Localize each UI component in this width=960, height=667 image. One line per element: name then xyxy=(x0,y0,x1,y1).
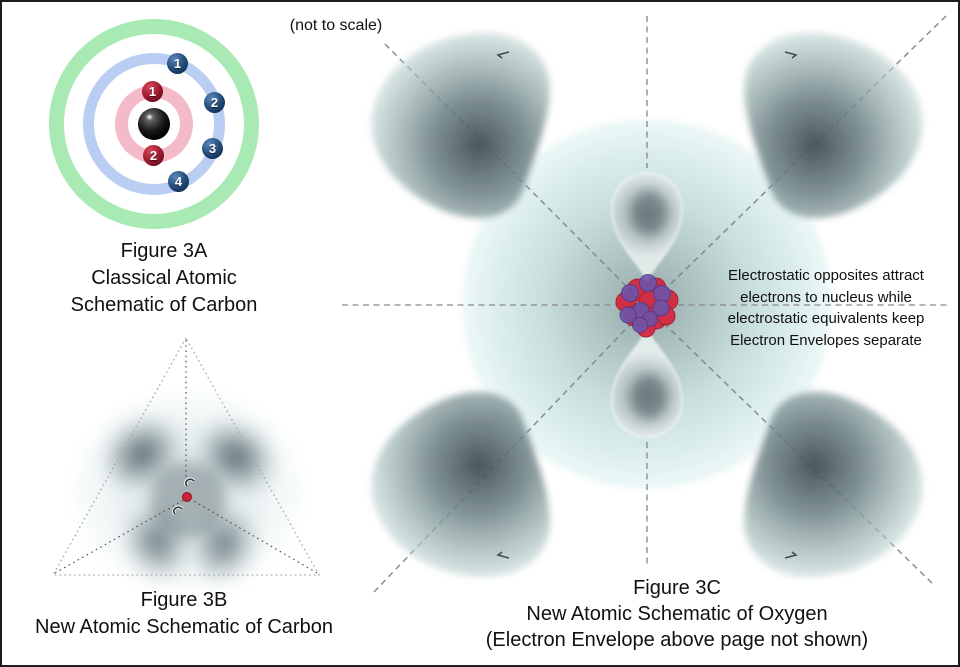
not-to-scale-note: (not to scale) xyxy=(289,17,383,34)
annotation-line3: electrostatic equivalents keep xyxy=(727,310,925,327)
middle-shell-ring-blue xyxy=(83,53,225,195)
annotation-line2: electrons to nucleus while xyxy=(740,288,912,306)
figure3a-caption-line1: Figure 3A xyxy=(120,240,208,262)
oxygen-nucleus xyxy=(615,274,679,338)
tetrahedron-internal-edges xyxy=(54,340,318,574)
electron-outer-2: 2 xyxy=(204,92,225,113)
figure3c-caption-line3: (Electron Envelope above page not shown) xyxy=(485,629,869,651)
figure3c-caption-line2: New Atomic Schematic of Oxygen xyxy=(526,603,828,625)
carbon-electron-cloud xyxy=(64,382,312,598)
annotation-line1: Electrostatic opposites attract xyxy=(728,267,924,284)
electrostatic-annotation: Electrostatic opposites attract electron… xyxy=(703,265,949,351)
electron-inner-1: 1 xyxy=(142,81,163,102)
tetrahedron-outline xyxy=(51,336,321,576)
electron-inner-2: 2 xyxy=(143,145,164,166)
electron-outer-3: 3 xyxy=(202,138,223,159)
figure3a-caption-line3: Schematic of Carbon xyxy=(70,294,258,316)
dashed-diagonal-ne xyxy=(646,15,947,308)
figure3b-caption-line2: New Atomic Schematic of Carbon xyxy=(35,616,333,638)
dashed-diagonal-nw xyxy=(384,43,648,308)
figure3c-caption-line1: Figure 3C xyxy=(633,577,721,599)
figure3c-oxygen-schematic xyxy=(342,15,950,593)
figure3c-caption: Figure 3C New Atomic Schematic of Oxygen… xyxy=(427,575,927,653)
electron-outer-1: 1 xyxy=(167,53,188,74)
electron-outer-4: 4 xyxy=(168,171,189,192)
carbon-bohr-nucleus xyxy=(138,108,170,140)
figure3b-caption-line1: Figure 3B xyxy=(140,589,228,611)
annotation-line4: Electron Envelopes separate xyxy=(730,331,922,349)
figure3b-carbon-schematic xyxy=(51,336,321,598)
figure3b-caption: Figure 3B New Atomic Schematic of Carbon xyxy=(2,587,366,641)
figure3a-caption-line2: Classical Atomic xyxy=(91,267,237,289)
carbon-electron-marks xyxy=(172,477,196,516)
carbon-nucleus-dot xyxy=(182,492,192,502)
figure3a-caption: Figure 3A Classical Atomic Schematic of … xyxy=(34,238,294,319)
